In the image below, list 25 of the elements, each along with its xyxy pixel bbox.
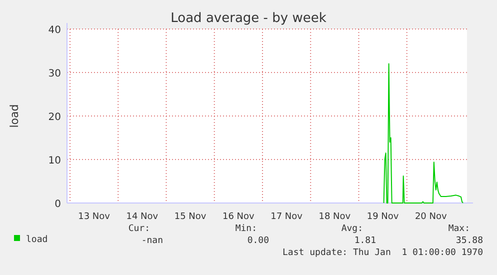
legend-label: load <box>26 235 48 245</box>
x-tick-label: 17 Nov <box>270 212 304 222</box>
y-tick-label: 20 <box>48 112 61 123</box>
text: 35.88 <box>456 236 483 246</box>
y-axis-title: load <box>8 104 21 128</box>
x-tick-label: 20 Nov <box>414 212 448 222</box>
y-tick-label: 30 <box>48 68 61 80</box>
x-tick-label: 19 Nov <box>366 212 400 222</box>
x-tick-label: 13 Nov <box>78 212 111 222</box>
x-tick-label: 15 Nov <box>174 212 207 222</box>
x-tick-label: 16 Nov <box>222 212 256 222</box>
text: 0.00 <box>247 236 269 246</box>
text: 1.81 <box>354 236 376 246</box>
text: Avg: <box>341 224 363 234</box>
y-tick-label: 0 <box>54 199 61 210</box>
y-tick-label: 40 <box>48 25 61 36</box>
y-tick-label: 10 <box>48 156 61 166</box>
x-tick-label: 18 Nov <box>318 212 352 222</box>
text: Min: <box>235 224 257 234</box>
x-tick-label: 14 Nov <box>126 212 159 222</box>
text: Max: <box>448 224 470 234</box>
text: Last update: Thu Jan 1 01:00:00 1970 <box>282 248 483 258</box>
text: Cur: <box>128 224 150 234</box>
text: -nan <box>141 236 163 246</box>
chart-title: Load average - by week <box>170 11 327 26</box>
